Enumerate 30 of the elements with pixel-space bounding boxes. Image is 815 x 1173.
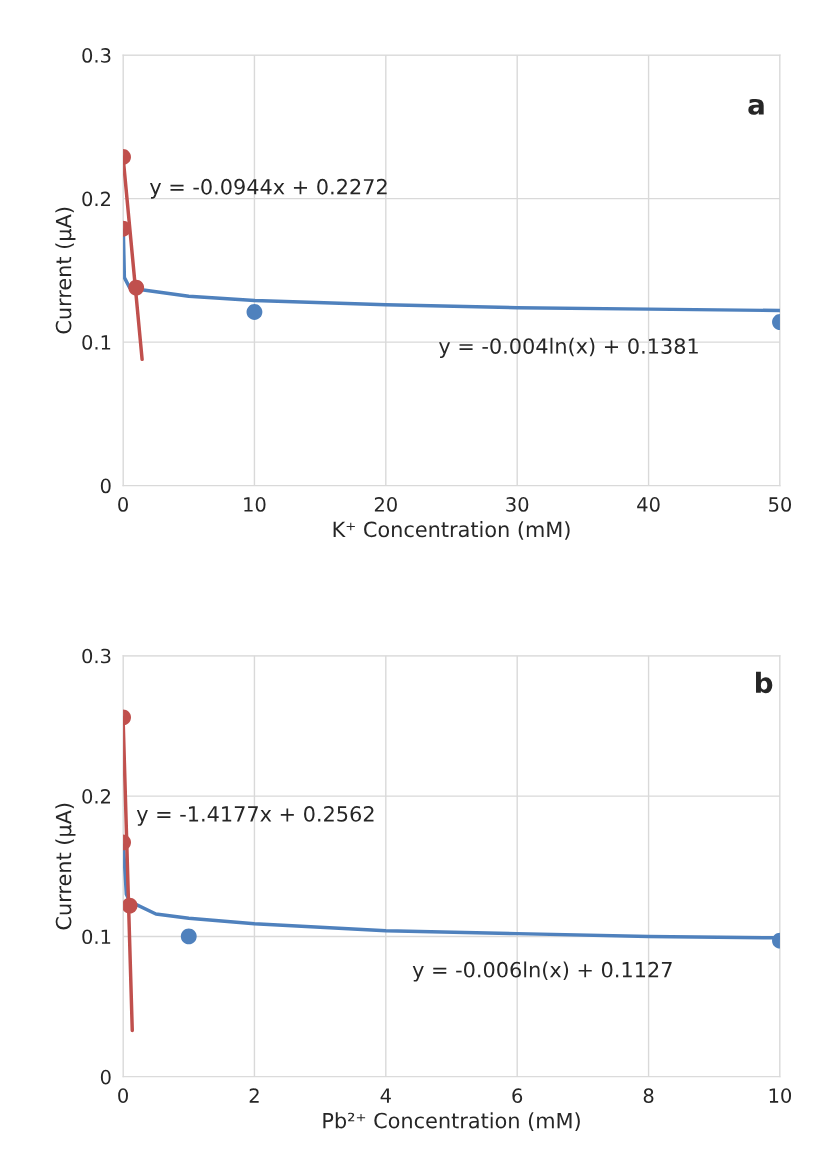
annotation: y = -0.004ln(x) + 0.1381 (438, 337, 698, 358)
x-tick-label: 8 (643, 1088, 654, 1103)
y-axis-title: Current (µA) (55, 803, 76, 930)
y-tick-label: 0.1 (82, 335, 111, 350)
y-tick-label: 0.2 (82, 191, 111, 207)
x-tick-label: 0 (118, 497, 128, 512)
y-tick-label: 0.1 (82, 929, 111, 945)
x-tick-label: 4 (380, 1088, 391, 1103)
x-tick-label: 50 (769, 497, 792, 512)
x-tick-label: 10 (244, 497, 266, 512)
x-tick-label: 2 (249, 1088, 259, 1103)
x-tick-label: 40 (637, 497, 660, 512)
x-axis-title: Pb²⁺ Concentration (mM) (323, 1112, 580, 1131)
x-axis-title: K⁺ Concentration (mM) (333, 521, 570, 540)
x-tick-label: 10 (769, 1088, 792, 1103)
x-tick-label: 20 (374, 497, 397, 512)
annotation: y = -1.4177x + 0.2562 (136, 806, 374, 826)
y-tick-label: 0.3 (82, 48, 111, 63)
y-tick-label: 0.2 (82, 789, 111, 804)
y-tick-label: 0.3 (82, 648, 111, 664)
x-tick-label: 6 (512, 1088, 523, 1103)
x-tick-label: 30 (506, 497, 529, 512)
y-tick-label: 0 (100, 1069, 111, 1085)
annotation: y = -0.0944x + 0.2272 (149, 178, 387, 199)
annotation: a (748, 98, 764, 115)
annotation: b (756, 671, 773, 694)
x-tick-label: 0 (118, 1088, 128, 1103)
annotation: y = -0.006ln(x) + 0.1127 (412, 961, 672, 982)
y-axis-title: Current (µA) (55, 207, 76, 334)
y-tick-label: 0 (100, 478, 111, 494)
